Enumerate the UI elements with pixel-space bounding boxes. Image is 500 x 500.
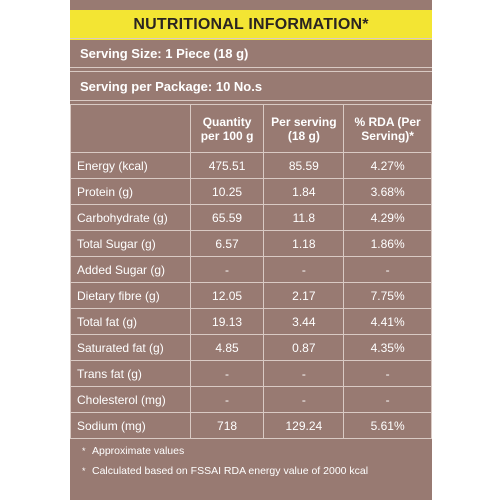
footnote: * Approximate values: [82, 441, 427, 461]
table-row: Saturated fat (g) 4.85 0.87 4.35%: [70, 334, 432, 361]
rda-value: 4.29%: [343, 204, 432, 231]
footnote-text: Approximate values: [92, 445, 185, 457]
rda-value: -: [343, 360, 432, 387]
asterisk-icon: *: [82, 466, 86, 476]
per-100g-value: 65.59: [189, 204, 265, 231]
per-serving-value: -: [263, 256, 345, 283]
nutrient-name: Dietary fibre (g): [70, 282, 191, 309]
per-100g-value: -: [189, 386, 265, 413]
serving-size: Serving Size: 1 Piece (18 g): [70, 38, 432, 68]
per-serving-value: 0.87: [263, 334, 345, 361]
nutrient-name: Sodium (mg): [70, 412, 191, 439]
rda-value: 4.41%: [343, 308, 432, 335]
nutrient-name: Carbohydrate (g): [70, 204, 191, 231]
footnote-text: Calculated based on FSSAI RDA energy val…: [92, 465, 369, 477]
page-title: NUTRITIONAL INFORMATION*: [70, 10, 432, 40]
nutrition-panel: NUTRITIONAL INFORMATION* Serving Size: 1…: [70, 0, 432, 500]
rda-value: -: [343, 386, 432, 413]
table-row: Energy (kcal) 475.51 85.59 4.27%: [70, 152, 432, 179]
nutrient-name: Energy (kcal): [70, 152, 191, 179]
asterisk-icon: *: [82, 446, 86, 456]
per-serving-value: 129.24: [263, 412, 345, 439]
per-serving-value: 11.8: [263, 204, 345, 231]
rda-value: 7.75%: [343, 282, 432, 309]
per-100g-value: -: [189, 256, 265, 283]
per-100g-value: 475.51: [189, 152, 265, 179]
table-row: Cholesterol (mg) - - -: [70, 386, 432, 413]
nutrient-name: Total fat (g): [70, 308, 191, 335]
rda-value: 4.27%: [343, 152, 432, 179]
per-100g-value: 718: [189, 412, 265, 439]
nutrient-name: Trans fat (g): [70, 360, 191, 387]
rda-value: -: [343, 256, 432, 283]
column-header-rda: % RDA (Per Serving)*: [343, 104, 432, 153]
per-serving-value: 3.44: [263, 308, 345, 335]
per-100g-value: 4.85: [189, 334, 265, 361]
per-serving-value: 1.84: [263, 178, 345, 205]
footnotes: * Approximate values * Calculated based …: [82, 441, 427, 481]
nutrient-name: Total Sugar (g): [70, 230, 191, 257]
table-header-row: Quantity per 100 g Per serving (18 g) % …: [70, 104, 432, 153]
table-row: Protein (g) 10.25 1.84 3.68%: [70, 178, 432, 205]
serving-per-package: Serving per Package: 10 No.s: [70, 71, 432, 101]
table-row: Total fat (g) 19.13 3.44 4.41%: [70, 308, 432, 335]
rda-value: 5.61%: [343, 412, 432, 439]
table-row: Total Sugar (g) 6.57 1.18 1.86%: [70, 230, 432, 257]
nutrition-table: Quantity per 100 g Per serving (18 g) % …: [70, 104, 432, 439]
column-header-per-100g: Quantity per 100 g: [189, 104, 265, 153]
nutrient-name: Cholesterol (mg): [70, 386, 191, 413]
per-100g-value: 12.05: [189, 282, 265, 309]
footnote: * Calculated based on FSSAI RDA energy v…: [82, 461, 427, 481]
table-row: Carbohydrate (g) 65.59 11.8 4.29%: [70, 204, 432, 231]
per-serving-value: 2.17: [263, 282, 345, 309]
nutrient-name: Protein (g): [70, 178, 191, 205]
rda-value: 1.86%: [343, 230, 432, 257]
per-100g-value: 19.13: [189, 308, 265, 335]
rda-value: 4.35%: [343, 334, 432, 361]
table-row: Sodium (mg) 718 129.24 5.61%: [70, 412, 432, 439]
column-header-per-serving: Per serving (18 g): [263, 104, 345, 153]
per-100g-value: -: [189, 360, 265, 387]
per-serving-value: 85.59: [263, 152, 345, 179]
per-100g-value: 6.57: [189, 230, 265, 257]
rda-value: 3.68%: [343, 178, 432, 205]
table-row: Added Sugar (g) - - -: [70, 256, 432, 283]
per-serving-value: -: [263, 360, 345, 387]
per-100g-value: 10.25: [189, 178, 265, 205]
per-serving-value: -: [263, 386, 345, 413]
per-serving-value: 1.18: [263, 230, 345, 257]
column-header-nutrient: [70, 104, 191, 153]
table-row: Dietary fibre (g) 12.05 2.17 7.75%: [70, 282, 432, 309]
nutrient-name: Saturated fat (g): [70, 334, 191, 361]
nutrient-name: Added Sugar (g): [70, 256, 191, 283]
table-row: Trans fat (g) - - -: [70, 360, 432, 387]
